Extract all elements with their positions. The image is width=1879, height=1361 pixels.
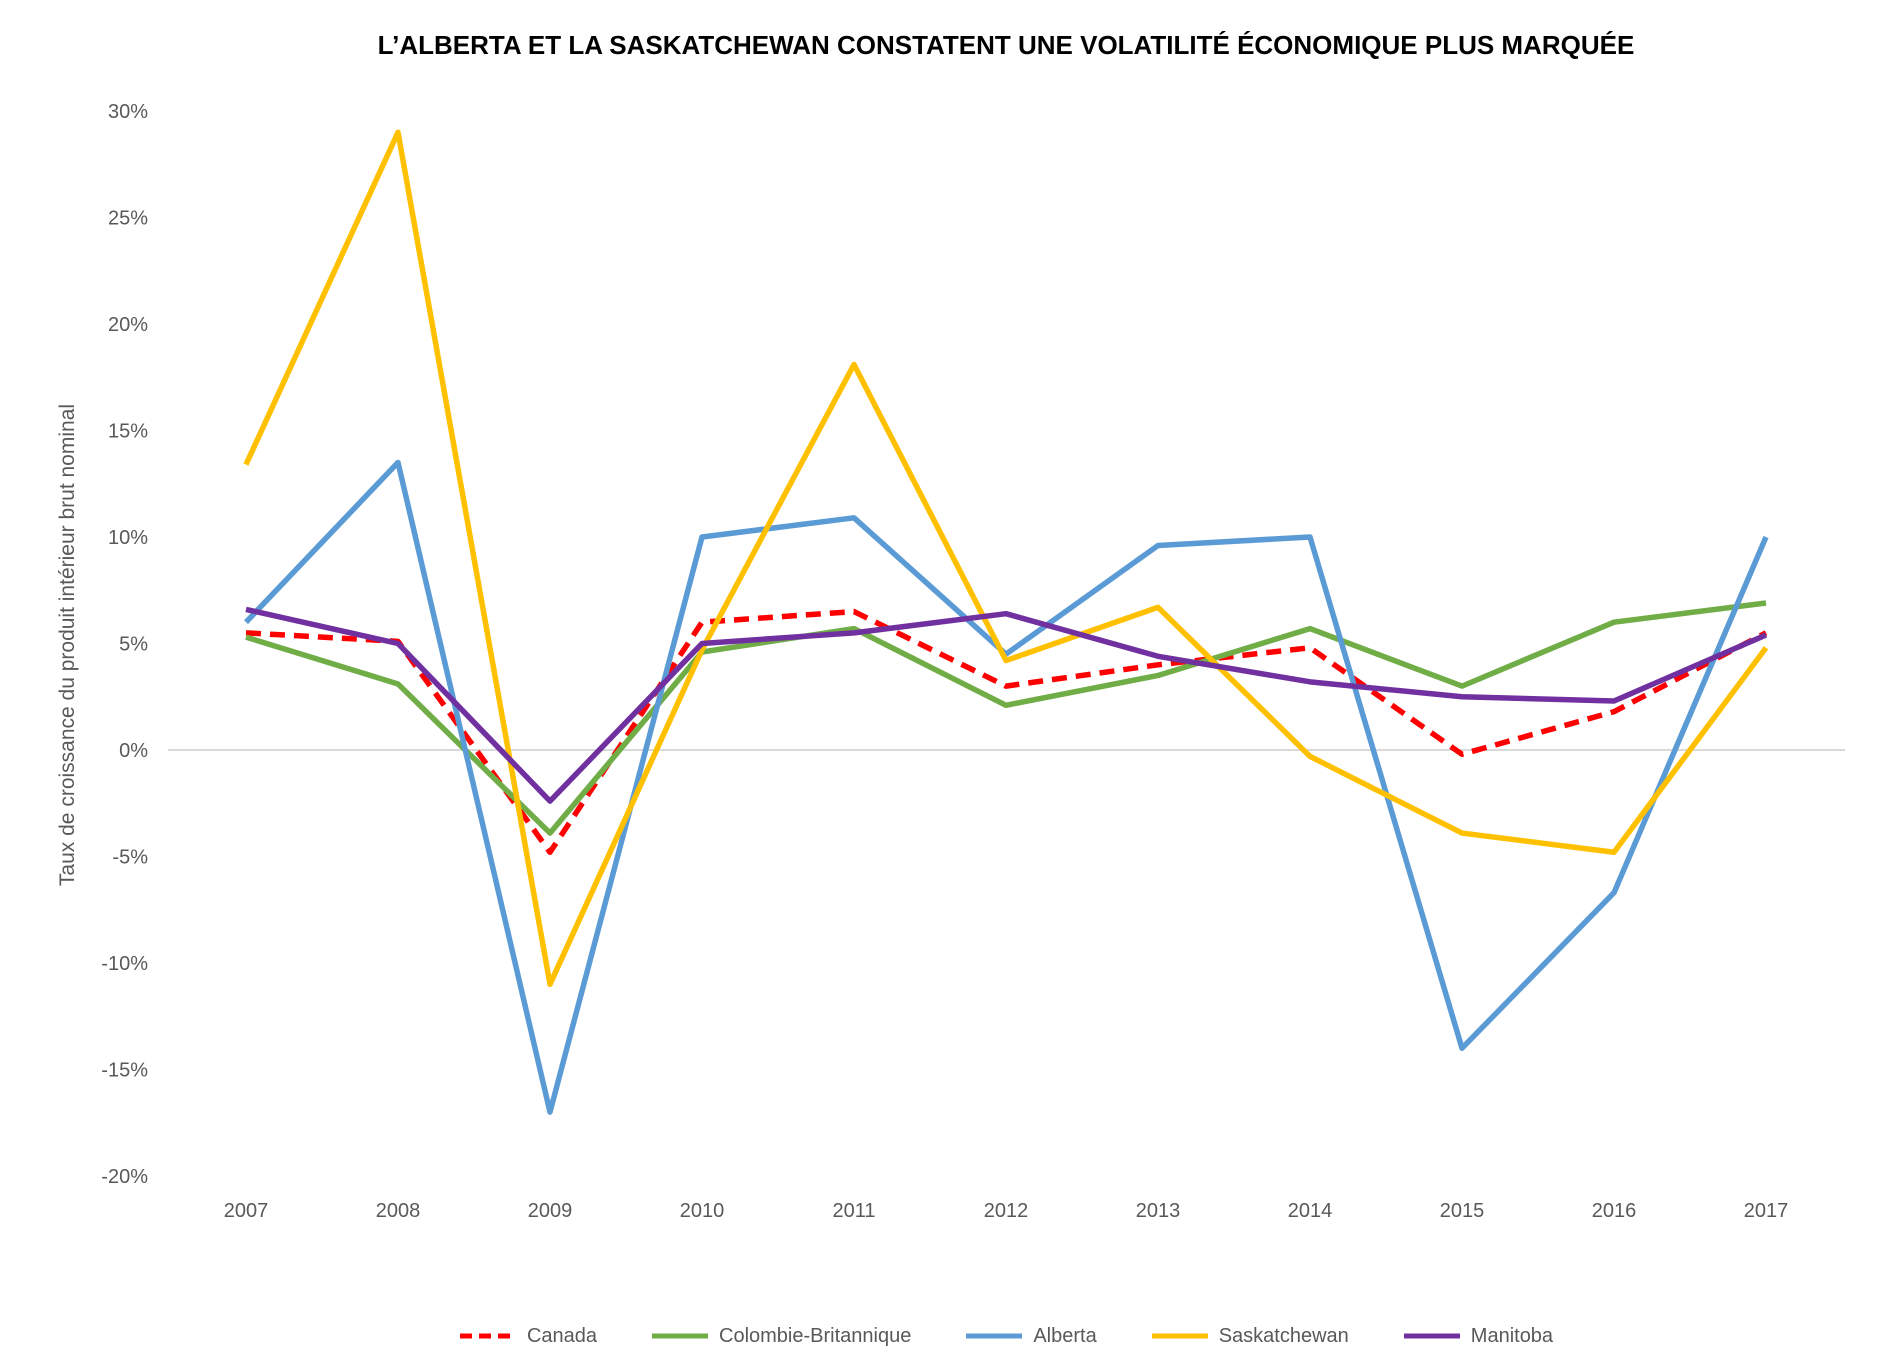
legend-swatch-saskatchewan xyxy=(1151,1333,1208,1339)
series-line-manitoba xyxy=(245,606,1768,804)
x-tick-label: 2012 xyxy=(984,1200,1029,1222)
y-tick-label: 10% xyxy=(108,527,148,549)
legend-swatch-manitoba xyxy=(1403,1333,1460,1339)
x-tick-label: 2007 xyxy=(224,1200,269,1222)
legend-swatch-colombie-britannique xyxy=(652,1333,708,1339)
legend-item-canada: Canada xyxy=(459,1325,597,1348)
legend-label-colombie-britannique: Colombie-Britannique xyxy=(719,1324,912,1347)
y-tick-label: -20% xyxy=(101,1166,148,1188)
legend-item-colombie-britannique: Colombie-Britannique xyxy=(651,1325,911,1348)
legend-item-saskatchewan: Saskatchewan xyxy=(1151,1325,1349,1348)
chart-legend: Canada Colombie-Britannique Alberta Saskatc… xyxy=(170,1320,1842,1352)
y-tick-label: 20% xyxy=(108,314,148,336)
chart-title: L’ALBERTA ET LA SASKATCHEWAN CONSTATENT … xyxy=(377,30,1635,60)
legend-item-alberta: Alberta xyxy=(965,1324,1097,1348)
y-tick-label: 5% xyxy=(119,634,148,656)
legend-label-manitoba: Manitoba xyxy=(1470,1324,1554,1347)
y-tick-label: -10% xyxy=(101,953,148,975)
x-tick-label: 2008 xyxy=(376,1200,421,1222)
x-tick-label: 2016 xyxy=(1592,1200,1637,1222)
legend-label-saskatchewan: Saskatchewan xyxy=(1218,1324,1349,1347)
legend-label-alberta: Alberta xyxy=(1033,1324,1097,1347)
y-tick-label: 30% xyxy=(108,101,148,123)
y-tick-label: 15% xyxy=(108,421,148,443)
x-tick-label: 2015 xyxy=(1440,1200,1485,1222)
x-tick-label: 2017 xyxy=(1744,1200,1789,1222)
legend-swatch-canada xyxy=(459,1333,516,1339)
y-tick-label: -5% xyxy=(112,847,148,869)
x-tick-label: 2011 xyxy=(832,1200,875,1222)
x-tick-label: 2014 xyxy=(1288,1200,1333,1222)
legend-swatch-alberta xyxy=(966,1333,1023,1339)
legend-item-manitoba: Manitoba xyxy=(1403,1325,1553,1348)
series-line-saskatchewan xyxy=(243,129,1769,988)
y-tick-label: 25% xyxy=(108,208,148,230)
series-line-canada xyxy=(245,608,1768,855)
series-line-alberta xyxy=(244,459,1769,1115)
y-tick-label: -15% xyxy=(101,1060,148,1082)
x-tick-label: 2009 xyxy=(528,1200,573,1222)
x-tick-label: 2013 xyxy=(1136,1200,1181,1222)
y-tick-label: 0% xyxy=(119,740,148,762)
legend-label-canada: Canada xyxy=(526,1324,597,1347)
x-tick-label: 2010 xyxy=(680,1200,725,1222)
series-line-colombie-britannique xyxy=(245,600,1767,836)
